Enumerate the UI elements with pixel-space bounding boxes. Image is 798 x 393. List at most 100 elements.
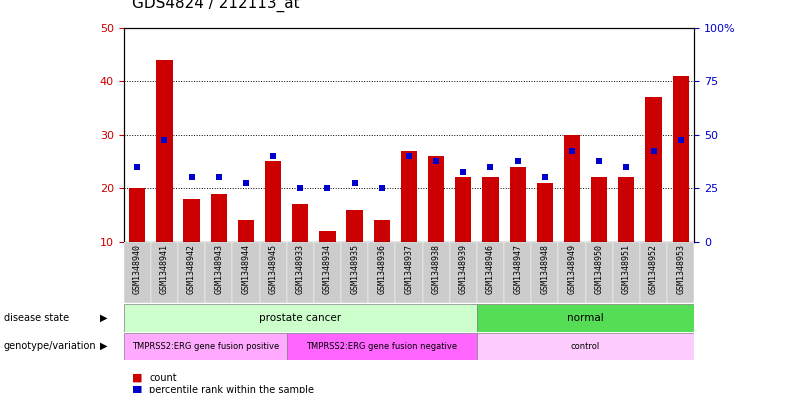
Bar	[613, 242, 640, 303]
Text: GSM1348937: GSM1348937	[405, 244, 413, 294]
Text: GSM1348938: GSM1348938	[432, 244, 440, 294]
Text: normal: normal	[567, 313, 604, 323]
Bar	[564, 134, 580, 242]
Point	[239, 180, 252, 186]
Text: ■: ■	[132, 373, 142, 383]
Text: genotype/variation: genotype/variation	[4, 341, 97, 351]
Point	[158, 137, 171, 143]
Text: GSM1348943: GSM1348943	[215, 244, 223, 294]
Bar	[178, 242, 205, 303]
Bar	[314, 242, 341, 303]
Text: GSM1348945: GSM1348945	[269, 244, 278, 294]
Bar	[477, 304, 694, 332]
Bar	[559, 242, 586, 303]
Bar	[368, 242, 395, 303]
Bar	[640, 242, 667, 303]
Bar	[319, 231, 336, 242]
Point	[375, 185, 388, 191]
Text: GSM1348946: GSM1348946	[486, 244, 495, 294]
Bar	[373, 220, 390, 242]
Bar	[504, 242, 531, 303]
Text: GSM1348940: GSM1348940	[132, 244, 142, 294]
Bar	[537, 183, 553, 242]
Text: GSM1348934: GSM1348934	[323, 244, 332, 294]
Text: GSM1348953: GSM1348953	[676, 244, 685, 294]
Point	[212, 174, 225, 180]
Point	[267, 153, 279, 159]
Point	[402, 153, 415, 159]
Bar	[259, 242, 286, 303]
Point	[457, 169, 470, 175]
Bar	[238, 220, 254, 242]
Bar	[423, 242, 450, 303]
Bar	[151, 242, 178, 303]
Text: GSM1348942: GSM1348942	[187, 244, 196, 294]
Point	[512, 158, 524, 165]
Bar	[232, 242, 259, 303]
Point	[484, 163, 497, 170]
Bar	[673, 76, 689, 242]
Bar	[482, 177, 499, 242]
Text: disease state: disease state	[4, 313, 69, 323]
Bar	[586, 242, 613, 303]
Text: GSM1348933: GSM1348933	[296, 244, 305, 294]
Point	[430, 158, 443, 165]
Point	[348, 180, 361, 186]
Text: GDS4824 / 212113_at: GDS4824 / 212113_at	[132, 0, 299, 12]
Text: GSM1348941: GSM1348941	[160, 244, 169, 294]
Bar	[477, 242, 504, 303]
Point	[593, 158, 606, 165]
Bar	[124, 304, 477, 332]
Bar	[292, 204, 309, 242]
Text: GSM1348944: GSM1348944	[242, 244, 251, 294]
Point	[185, 174, 198, 180]
Bar	[286, 332, 477, 360]
Bar	[124, 332, 286, 360]
Text: control: control	[571, 342, 600, 351]
Text: GSM1348949: GSM1348949	[567, 244, 576, 294]
Bar	[184, 199, 200, 242]
Text: ▶: ▶	[100, 313, 108, 323]
Text: prostate cancer: prostate cancer	[259, 313, 342, 323]
Bar	[450, 242, 477, 303]
Text: ▶: ▶	[100, 341, 108, 351]
Bar	[129, 188, 145, 242]
Text: GSM1348936: GSM1348936	[377, 244, 386, 294]
Text: GSM1348951: GSM1348951	[622, 244, 631, 294]
Bar	[646, 97, 662, 242]
Bar	[341, 242, 368, 303]
Text: count: count	[149, 373, 177, 383]
Text: GSM1348950: GSM1348950	[595, 244, 603, 294]
Point	[566, 147, 579, 154]
Bar	[211, 193, 227, 242]
Point	[294, 185, 306, 191]
Text: GSM1348939: GSM1348939	[459, 244, 468, 294]
Bar	[531, 242, 559, 303]
Point	[321, 185, 334, 191]
Point	[647, 147, 660, 154]
Bar	[591, 177, 607, 242]
Text: GSM1348948: GSM1348948	[540, 244, 549, 294]
Bar	[428, 156, 444, 242]
Text: percentile rank within the sample: percentile rank within the sample	[149, 385, 314, 393]
Point	[131, 163, 144, 170]
Bar	[667, 242, 694, 303]
Point	[620, 163, 633, 170]
Bar	[156, 60, 172, 242]
Bar	[265, 162, 281, 242]
Text: GSM1348947: GSM1348947	[513, 244, 522, 294]
Bar	[477, 332, 694, 360]
Text: TMPRSS2:ERG gene fusion negative: TMPRSS2:ERG gene fusion negative	[306, 342, 457, 351]
Bar	[401, 151, 417, 242]
Bar	[286, 242, 314, 303]
Bar	[455, 177, 472, 242]
Text: GSM1348935: GSM1348935	[350, 244, 359, 294]
Point	[539, 174, 551, 180]
Bar	[205, 242, 232, 303]
Bar	[618, 177, 634, 242]
Text: ■: ■	[132, 385, 142, 393]
Text: TMPRSS2:ERG gene fusion positive: TMPRSS2:ERG gene fusion positive	[132, 342, 279, 351]
Text: GSM1348952: GSM1348952	[649, 244, 658, 294]
Bar	[124, 242, 151, 303]
Bar	[509, 167, 526, 242]
